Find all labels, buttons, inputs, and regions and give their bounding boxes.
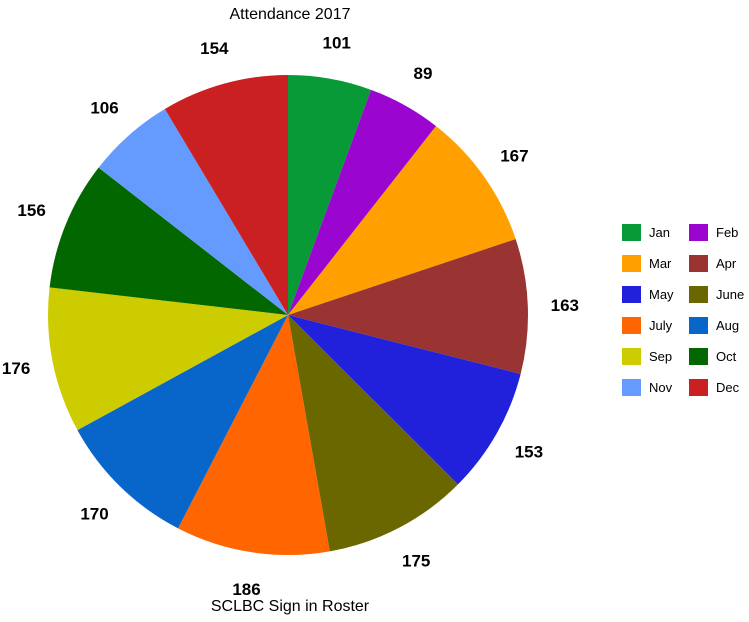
pie-slice-sep	[48, 287, 288, 431]
legend-swatch	[622, 223, 641, 241]
legend-item-oct: Oct	[689, 346, 736, 366]
slice-value-label-jan: 101	[323, 33, 351, 52]
legend-item-may: May	[622, 284, 674, 304]
pie-slice-oct	[49, 167, 288, 315]
legend-label: Feb	[716, 224, 739, 240]
legend-item-mar: Mar	[622, 253, 671, 273]
legend-swatch	[689, 347, 708, 365]
legend-label: July	[649, 317, 673, 333]
slice-value-label-dec: 154	[200, 39, 229, 58]
legend-swatch	[622, 285, 641, 303]
pie-slice-mar	[288, 126, 516, 315]
legend-swatch	[622, 254, 641, 272]
legend-item-jan: Jan	[622, 222, 670, 242]
legend-label: Aug	[716, 317, 740, 333]
legend-item-feb: Feb	[689, 222, 738, 242]
pie-slice-feb	[288, 89, 437, 315]
legend-swatch	[622, 316, 641, 334]
legend-label: Jan	[649, 224, 670, 240]
legend-label: June	[716, 286, 745, 302]
pie-slice-aug	[77, 315, 288, 529]
legend-label: May	[649, 286, 674, 302]
slice-value-label-nov: 106	[90, 99, 118, 118]
chart-caption: SCLBC Sign in Roster	[210, 598, 370, 615]
pie-slice-jan	[288, 75, 372, 315]
legend-item-dec: Dec	[689, 377, 739, 397]
legend-item-sep: Sep	[622, 346, 672, 366]
pie-slice-july	[178, 315, 330, 556]
pie-slice-may	[288, 315, 521, 485]
slice-value-label-oct: 156	[17, 201, 45, 220]
legend-label: Mar	[649, 255, 672, 271]
legend-item-nov: Nov	[622, 377, 672, 397]
pie-slice-dec	[164, 75, 288, 315]
legend-swatch	[622, 378, 641, 396]
slice-value-label-mar: 167	[500, 146, 528, 165]
legend-swatch	[622, 347, 641, 365]
slice-value-label-sep: 176	[2, 359, 30, 378]
legend-item-july: July	[622, 315, 672, 335]
legend-swatch	[689, 223, 708, 241]
pie-slice-apr	[288, 239, 528, 374]
legend-item-aug: Aug	[689, 315, 739, 335]
legend-swatch	[689, 254, 708, 272]
legend-swatch	[689, 285, 708, 303]
chart-title: Attendance 2017	[229, 6, 351, 23]
slice-value-label-may: 153	[515, 443, 543, 462]
legend-swatch	[689, 378, 708, 396]
legend-item-apr: Apr	[689, 253, 736, 273]
legend-label: Sep	[649, 348, 673, 364]
slice-value-label-july: 186	[232, 580, 260, 599]
legend-label: Oct	[716, 348, 737, 364]
legend-label: Nov	[649, 379, 673, 395]
pie-slice-nov	[98, 109, 288, 315]
slice-value-label-apr: 163	[551, 296, 579, 315]
slice-value-label-june: 175	[402, 552, 430, 571]
legend-label: Dec	[716, 379, 740, 395]
pie-slice-june	[288, 315, 458, 552]
slice-value-label-feb: 89	[414, 64, 433, 83]
legend-item-june: June	[689, 284, 744, 304]
slice-value-label-aug: 170	[80, 504, 108, 523]
legend-label: Apr	[716, 255, 737, 271]
legend-swatch	[689, 316, 708, 334]
